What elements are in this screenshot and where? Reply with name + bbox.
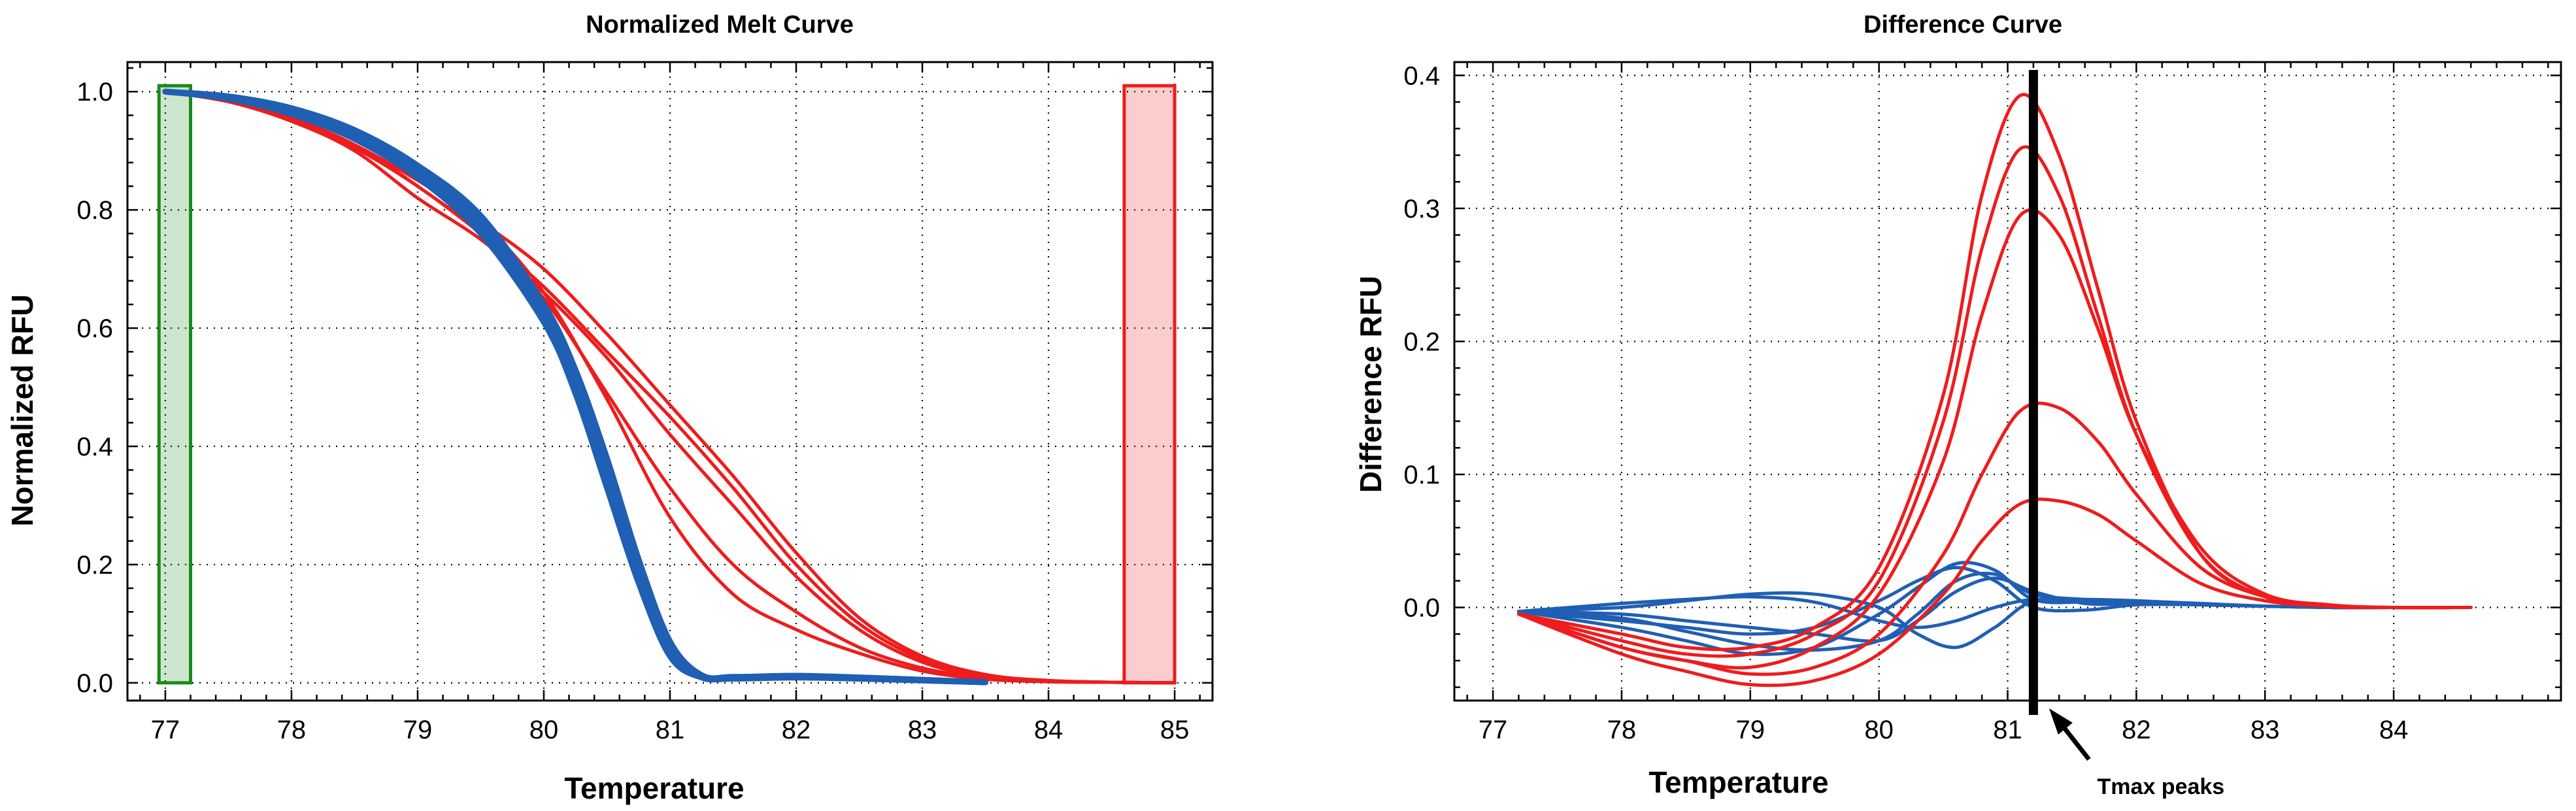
difference-x-tick-label: 82 — [2122, 716, 2151, 744]
melt-x-tick-label: 79 — [403, 716, 433, 744]
melt-y-tick-label: 1.0 — [76, 78, 113, 107]
difference-series-red-3 — [1516, 208, 2473, 670]
difference-y-tick-labels: 0.0 0.1 0.2 0.3 0.4 — [1403, 61, 1440, 622]
melt-x-tick-label: 77 — [151, 716, 180, 744]
melt-y-tick-label: 0.4 — [76, 433, 113, 461]
difference-ticks — [1454, 62, 2561, 701]
difference-series — [1516, 93, 2473, 687]
melt-y-tick-label: 0.2 — [76, 551, 113, 580]
difference-x-tick-label: 80 — [1864, 716, 1894, 744]
melt-x-tick-label: 82 — [782, 716, 811, 744]
melt-y-axis-label: Normalized RFU — [5, 294, 39, 526]
melt-gridlines — [127, 62, 1213, 701]
difference-x-axis-label: Temperature — [1648, 765, 1828, 799]
difference-y-tick-label: 0.1 — [1403, 461, 1440, 489]
melt-y-tick-label: 0.6 — [76, 314, 113, 343]
difference-y-tick-label: 0.2 — [1403, 327, 1440, 356]
melt-x-tick-label: 81 — [656, 716, 685, 744]
difference-series-red-5 — [1516, 497, 2473, 687]
tmax-arrow-head — [2049, 708, 2073, 735]
melt-series-blue-4 — [162, 88, 989, 686]
pre-melt-region — [157, 84, 193, 685]
melt-x-tick-labels: 77 78 79 80 81 82 83 84 85 — [151, 716, 1190, 744]
melt-series — [162, 88, 1177, 686]
difference-y-tick-label: 0.0 — [1403, 594, 1440, 623]
tmax-marker-group — [2028, 70, 2091, 761]
melt-chart-title: Normalized Melt Curve — [586, 11, 854, 39]
difference-x-tick-label: 81 — [1993, 716, 2022, 744]
melt-x-tick-label: 78 — [277, 716, 307, 744]
melt-y-tick-label: 0.0 — [76, 669, 113, 698]
melt-x-tick-label: 84 — [1034, 716, 1063, 744]
tmax-peaks-label: Tmax peaks — [2098, 774, 2225, 799]
melt-plot-area — [127, 62, 1213, 701]
melt-x-tick-label: 83 — [908, 716, 937, 744]
melt-series-red-5 — [163, 90, 1177, 685]
difference-y-tick-label: 0.3 — [1403, 195, 1440, 223]
difference-x-tick-labels: 77 78 79 80 81 82 83 84 — [1479, 716, 2409, 744]
difference-chart-title: Difference Curve — [1864, 11, 2062, 39]
post-melt-region — [1122, 84, 1177, 685]
difference-x-tick-label: 78 — [1607, 716, 1637, 744]
difference-x-tick-label: 84 — [2379, 716, 2409, 744]
difference-y-tick-label: 0.4 — [1403, 61, 1440, 90]
difference-series-red-4 — [1516, 401, 2473, 676]
difference-curve-panel: Difference Curve 77 78 79 80 81 82 83 84 0.0 0.1… — [1354, 11, 2562, 799]
melt-curve-panel: Normalized Melt Curve 77 78 79 80 81 82 83 84 85… — [5, 11, 1214, 805]
melt-x-axis-label: Temperature — [564, 771, 744, 805]
melt-y-tick-label: 0.8 — [76, 196, 113, 225]
difference-x-tick-label: 83 — [2250, 716, 2280, 744]
difference-x-tick-label: 77 — [1479, 716, 1508, 744]
difference-series-blue-6 — [1516, 571, 2473, 652]
melt-x-tick-label: 80 — [529, 716, 559, 744]
melt-y-tick-labels: 0.0 0.2 0.4 0.6 0.8 1.0 — [76, 78, 113, 698]
melt-ticks — [127, 62, 1213, 701]
difference-y-axis-label: Difference RFU — [1354, 276, 1388, 493]
melt-x-tick-label: 85 — [1160, 716, 1190, 744]
difference-x-tick-label: 79 — [1736, 716, 1765, 744]
